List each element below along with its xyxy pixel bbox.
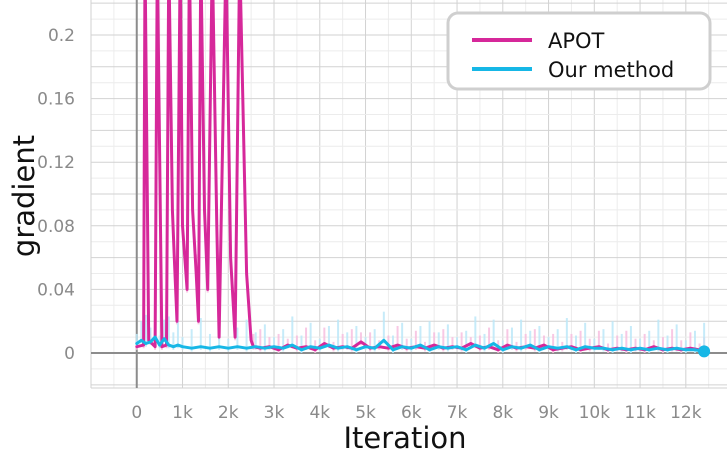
x-tick-label: 6k xyxy=(401,403,422,423)
x-tick-label: 10k xyxy=(579,403,611,423)
y-tick-label: 0.2 xyxy=(48,26,75,46)
x-tick-label: 11k xyxy=(624,403,656,423)
y-axis-title: gradient xyxy=(7,135,41,257)
x-tick-label: 4k xyxy=(309,403,330,423)
x-tick-label: 0 xyxy=(131,403,142,423)
legend-label-our-method: Our method xyxy=(548,58,674,82)
x-axis-title: Iteration xyxy=(343,421,466,455)
y-tick-labels: 0 0.04 0.08 0.12 0.16 0.2 xyxy=(37,26,75,364)
y-tick-label: 0.04 xyxy=(37,280,75,300)
legend: APOT Our method xyxy=(446,11,712,91)
x-tick-label: 8k xyxy=(492,403,513,423)
series-end-marker xyxy=(698,345,711,358)
x-tick-label: 12k xyxy=(670,403,702,423)
x-tick-label: 9k xyxy=(538,403,559,423)
legend-label-apot: APOT xyxy=(548,29,605,53)
x-tick-label: 1k xyxy=(172,403,193,423)
x-tick-label: 5k xyxy=(355,403,376,423)
axes xyxy=(91,0,727,388)
y-tick-label: 0.08 xyxy=(37,217,75,237)
y-tick-label: 0.16 xyxy=(37,90,75,110)
y-tick-label: 0.12 xyxy=(37,153,75,173)
smoothed-series-lines xyxy=(135,0,706,353)
x-tick-label: 2k xyxy=(218,403,239,423)
series-line-our-method xyxy=(135,335,706,353)
x-tick-label: 7k xyxy=(447,403,468,423)
x-tick-label: 3k xyxy=(264,403,285,423)
y-tick-label: 0 xyxy=(64,344,75,364)
x-tick-labels: 0 1k 2k 3k 4k 5k 6k 7k 8k 9k 10k 11k 12k xyxy=(131,403,701,423)
